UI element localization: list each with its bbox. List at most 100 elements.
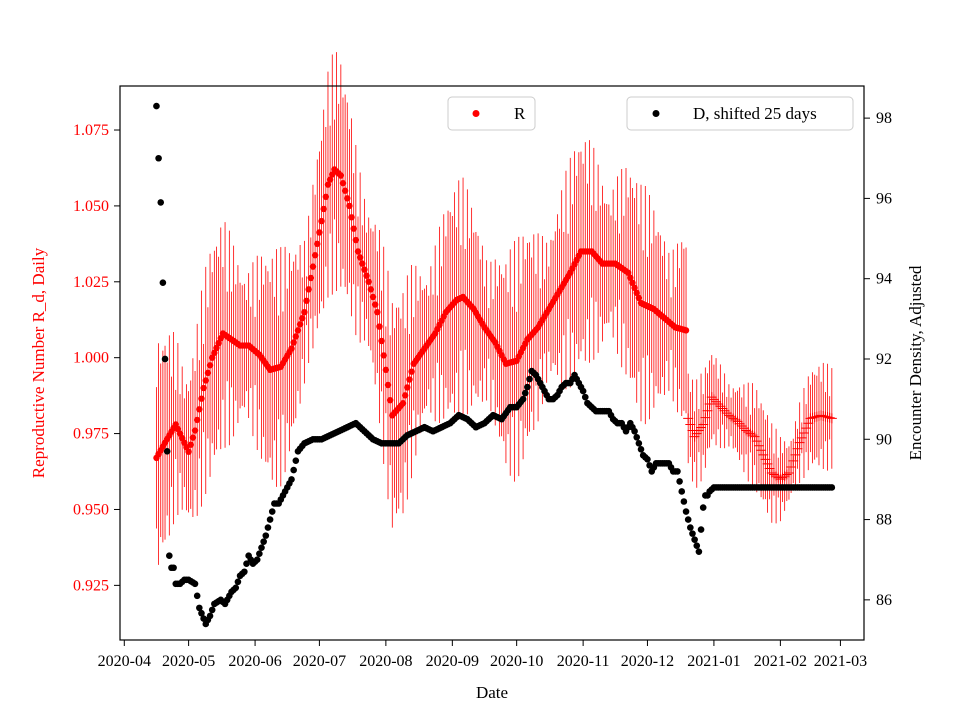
r-point bbox=[213, 344, 220, 352]
r-plus-point bbox=[818, 410, 829, 421]
d-point bbox=[693, 542, 701, 549]
r-plus-point bbox=[816, 410, 827, 421]
d-point bbox=[684, 516, 692, 523]
left-y-tick-label: 0.950 bbox=[73, 501, 109, 518]
d-point bbox=[155, 154, 162, 162]
r-plus-point bbox=[796, 432, 807, 443]
r-point bbox=[337, 172, 345, 179]
d-point bbox=[579, 387, 587, 395]
d-point bbox=[699, 504, 707, 511]
r-point bbox=[352, 236, 360, 244]
r-point bbox=[382, 366, 390, 374]
r-point bbox=[376, 323, 383, 330]
d-point bbox=[264, 524, 272, 531]
r-point bbox=[200, 384, 207, 392]
right-y-tick-label: 90 bbox=[876, 431, 892, 448]
r-point bbox=[371, 301, 379, 308]
d-point bbox=[674, 468, 681, 475]
d-point bbox=[256, 550, 263, 557]
x-tick-label: 2020-05 bbox=[162, 653, 215, 670]
r-point bbox=[193, 416, 201, 424]
r-point bbox=[341, 187, 349, 194]
r-plus-point bbox=[698, 419, 709, 430]
d-point bbox=[635, 439, 643, 447]
d-point bbox=[828, 484, 836, 491]
d-point bbox=[682, 508, 690, 515]
r-point bbox=[299, 315, 306, 322]
r-plus-point bbox=[822, 412, 833, 423]
x-tick-label: 2020-06 bbox=[228, 653, 281, 670]
left-y-tick-label: 1.075 bbox=[73, 122, 109, 139]
r-point bbox=[374, 308, 381, 316]
d-point bbox=[157, 199, 165, 206]
legend-d-marker bbox=[652, 110, 660, 117]
legend-r-marker bbox=[472, 110, 480, 117]
d-point bbox=[581, 393, 589, 401]
r-point bbox=[365, 278, 372, 285]
plot-frame bbox=[119, 85, 865, 641]
legend-d-box bbox=[626, 96, 854, 131]
r-point bbox=[406, 376, 413, 383]
r-point bbox=[635, 294, 643, 302]
r-plus-point bbox=[824, 412, 835, 423]
r-point bbox=[350, 225, 357, 232]
r-plus-point bbox=[807, 412, 818, 423]
r-point bbox=[189, 434, 197, 441]
r-point bbox=[324, 181, 332, 188]
legend-d: D, shifted 25 days bbox=[626, 96, 854, 131]
d-point bbox=[153, 102, 160, 110]
r-plus-point bbox=[719, 405, 730, 416]
d-point bbox=[633, 433, 641, 441]
r-point bbox=[191, 427, 199, 434]
d-point bbox=[644, 456, 651, 463]
r-point bbox=[633, 289, 640, 297]
r-plus-point bbox=[756, 445, 767, 456]
left-y-tick-label: 0.925 bbox=[73, 577, 109, 594]
r-plus-point bbox=[794, 437, 805, 448]
r-point bbox=[682, 327, 690, 334]
r-point bbox=[320, 205, 327, 213]
r-point bbox=[217, 335, 224, 342]
d-point bbox=[676, 478, 683, 485]
r-point bbox=[356, 254, 364, 261]
r-point bbox=[318, 217, 325, 225]
r-plus-point bbox=[760, 454, 771, 465]
left-y-tick-label: 1.000 bbox=[73, 350, 109, 367]
r-point bbox=[346, 202, 353, 210]
x-tick-label: 2021-02 bbox=[754, 653, 807, 670]
r-point bbox=[215, 339, 222, 347]
r-point bbox=[198, 395, 205, 402]
r-point bbox=[290, 339, 297, 346]
legend-r-box bbox=[447, 96, 536, 131]
r-plus-point bbox=[805, 413, 816, 424]
r-plus-point bbox=[700, 412, 711, 423]
r-plus-point bbox=[736, 420, 747, 431]
r-point bbox=[399, 400, 407, 407]
right-y-tick-label: 86 bbox=[876, 592, 892, 609]
d-point bbox=[631, 427, 638, 435]
d-point bbox=[243, 560, 250, 568]
r-plus-point bbox=[706, 392, 717, 403]
r-point bbox=[196, 406, 203, 413]
r-plus-point bbox=[715, 401, 726, 412]
r-plus-point bbox=[781, 469, 792, 480]
x-tick-label: 2020-12 bbox=[621, 653, 674, 670]
d-point bbox=[519, 395, 527, 403]
r-point bbox=[344, 195, 351, 202]
d-point bbox=[521, 389, 529, 397]
r-point bbox=[206, 362, 214, 369]
d-point bbox=[637, 446, 645, 453]
r-point bbox=[296, 321, 304, 328]
r-plus-point bbox=[711, 396, 722, 407]
d-point bbox=[266, 516, 274, 523]
r-plus-point bbox=[758, 449, 769, 460]
right-y-tick-label: 88 bbox=[876, 512, 892, 529]
x-tick-label: 2020-10 bbox=[490, 653, 543, 670]
x-tick-label: 2020-07 bbox=[293, 653, 346, 670]
legend-d-label: D, shifted 25 days bbox=[693, 104, 817, 123]
d-point bbox=[159, 279, 167, 287]
r-plus-point bbox=[801, 423, 812, 434]
r-point bbox=[348, 214, 355, 221]
d-point bbox=[526, 375, 533, 383]
d-point bbox=[170, 564, 177, 572]
